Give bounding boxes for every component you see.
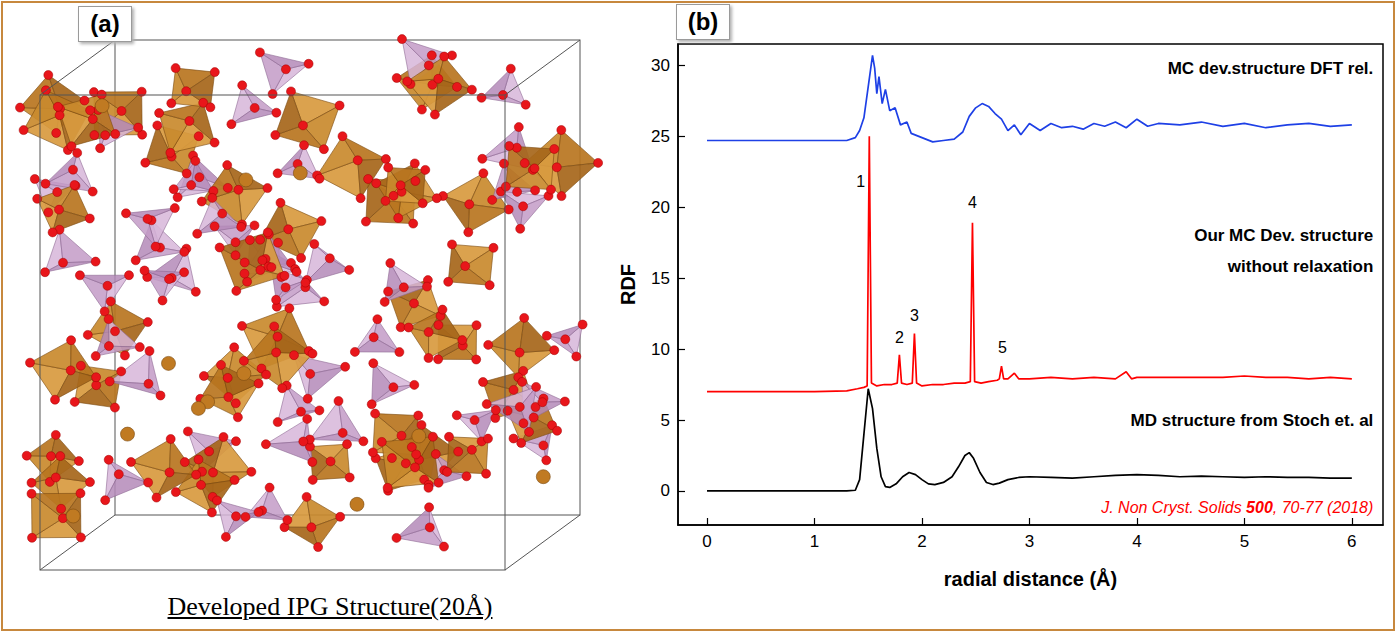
svg-text:10: 10 [651,340,670,359]
svg-text:3: 3 [1025,532,1034,551]
svg-text:, 70-77 (2018): , 70-77 (2018) [1273,499,1374,516]
svg-text:500: 500 [1246,499,1273,516]
html-text:(b): (b) [687,8,719,35]
svg-text:5: 5 [998,339,1007,356]
svg-text:3: 3 [910,307,919,324]
svg-text:MC dev.structure DFT rel.: MC dev.structure DFT rel. [1168,59,1374,78]
svg-text:20: 20 [651,198,670,217]
svg-text:25: 25 [651,127,670,146]
svg-text:5: 5 [661,411,670,430]
html-text:(a): (a) [90,10,120,37]
svg-text:0: 0 [702,532,711,551]
svg-text:4: 4 [968,194,977,211]
svg-text:2: 2 [917,532,926,551]
svg-text:1: 1 [810,532,819,551]
svg-text:0: 0 [661,481,670,500]
svg-text:5: 5 [1240,532,1249,551]
svg-text:without relaxation: without relaxation [1227,257,1373,276]
svg-text:J. Non Cryst. Solids: J. Non Cryst. Solids [1100,499,1246,516]
svg-text:1: 1 [856,173,865,190]
svg-text:radial distance (Å): radial distance (Å) [944,567,1117,590]
svg-text:15: 15 [651,269,670,288]
svg-text:Our MC Dev. structure: Our MC Dev. structure [1194,226,1373,245]
svg-text:30: 30 [651,56,670,75]
svg-text:6: 6 [1347,532,1356,551]
svg-text:MD structure from Stoch et. al: MD structure from Stoch et. al [1131,411,1374,430]
html-text:Developed IPG Structure(20Å): Developed IPG Structure(20Å) [167,592,493,621]
svg-text:2: 2 [895,329,904,346]
svg-text:RDF: RDF [617,264,639,305]
svg-text:4: 4 [1132,532,1141,551]
